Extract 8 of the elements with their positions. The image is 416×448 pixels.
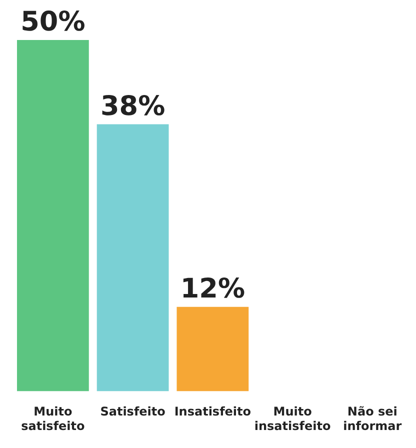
x-tick-label: Insatisfeito: [174, 404, 252, 419]
x-tick-label: Muito satisfeito: [21, 404, 85, 433]
x-tick-label: Satisfeito: [100, 404, 166, 419]
x-tick-label: Não sei informar: [343, 404, 402, 433]
data-label: 12%: [180, 273, 245, 304]
data-label: 50%: [20, 6, 86, 38]
data-label: 38%: [100, 90, 166, 122]
x-tick-label: Muito insatisfeito: [254, 404, 331, 433]
